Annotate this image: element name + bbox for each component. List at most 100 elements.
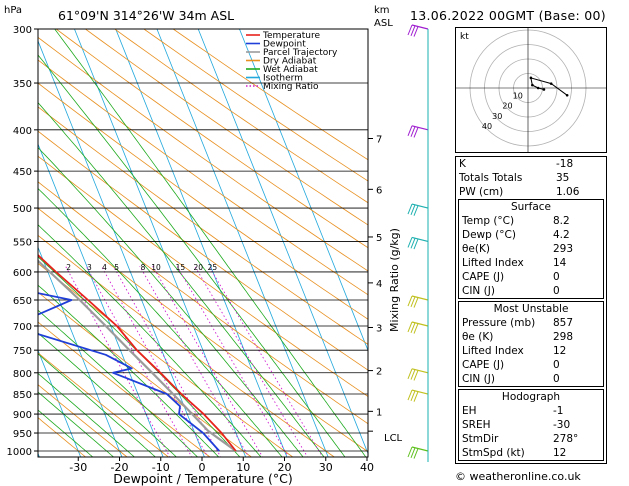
hpa-label: hPa [4,5,22,16]
table-row: Lifted Index 14 [459,256,603,270]
wind-barb [407,389,429,402]
wind-barb [407,24,429,37]
mixing-ratio-line [208,265,324,457]
mixing-ratio-label: 5 [114,263,119,272]
table-row: Lifted Index 12 [459,344,603,358]
km-tick-label: 7 [376,134,382,145]
km-tick-label: 5 [376,233,382,244]
wet-adiabat-line [38,187,283,457]
wind-barb-flag [410,369,416,380]
wind-barb [407,446,429,459]
wind-barb-flag [413,391,419,402]
profiles [38,253,237,452]
legend-label: Isotherm [263,74,303,84]
temperature-tick-label: 30 [319,461,333,474]
hodograph-table-title: Hodograph [501,391,561,403]
legend-label: Temperature [262,31,320,41]
legend-label: Wet Adiabat [263,65,318,75]
row-label: SREH [462,419,491,431]
row-label: CAPE (J) [462,271,505,283]
row-value: 293 [553,243,574,255]
dry-adiabat-line [38,82,368,320]
pressure-tick-label: 700 [13,322,32,333]
hodograph-point [565,93,569,97]
pressure-tick-label: 650 [13,296,32,307]
mixing-ratio-label: 3 [87,263,92,272]
dry-adiabat-line [38,417,87,457]
row-label: K [459,158,466,170]
table-row: Pressure (mb) 857 [459,316,603,330]
wind-barb [407,295,429,308]
pressure-tick-label: 400 [13,126,32,137]
hodograph-panel: kt 10 20 30 40 [455,27,607,153]
table-row: SREH -30 [459,418,603,432]
hodograph-ring-label: 10 [513,91,523,100]
mixing-ratio-label: 4 [102,263,107,272]
row-value: 0 [553,285,560,297]
wind-barb-flag [407,389,413,401]
table-row: CAPE (J) 0 [459,270,603,284]
row-value: 1.06 [556,186,580,198]
dry-adiabat-line [38,59,368,296]
hodograph-table-rows: EH -1 SREH -30 StmDir 278° StmSpd (kt) 12 [459,404,603,460]
surface-box: Surface Temp (°C) 8.2 Dewp (°C) 4.2 θe(K) 293… [458,199,604,299]
mixing-ratio-label: 20 [193,263,203,272]
wind-barb-flag [410,25,416,36]
hodograph-point [531,83,534,87]
wind-barb-staff [411,125,429,131]
isotherm-line [38,246,123,457]
dry-adiabat-line [38,321,211,457]
wind-barb-flag [413,448,419,459]
wind-barbs [407,24,429,459]
table-row: PW (cm) 1.06 [456,185,606,199]
wet-adiabat-line [38,146,304,457]
mixing-ratio-label: 2 [66,263,71,272]
pressure-tick-label: 550 [13,237,32,248]
row-value: -30 [553,419,571,431]
asl-label: ASL [374,18,393,29]
wind-barb-flag [410,447,416,458]
hodograph-ring-label: 20 [502,102,512,111]
hodograph-kt-label: kt [460,32,469,42]
dry-adiabat-line [38,36,368,272]
wet-adiabat-line [38,224,262,457]
mixing-ratio-line [176,265,290,457]
hodograph-ring-label: 30 [492,112,502,121]
surface-title: Surface [510,201,551,213]
wet-adiabat-line [38,353,156,457]
row-label: CAPE (J) [462,359,505,371]
row-value: 0 [553,359,560,371]
row-value: 12 [553,447,567,459]
wet-adiabat-line [38,309,199,457]
most-unstable-box: Most Unstable Pressure (mb) 857 θe (K) 298 L… [458,301,604,387]
wind-barb-flag [413,323,419,334]
mixing-ratio-line [194,265,309,457]
pressure-tick-label: 600 [13,268,32,279]
dry-adiabat-line [38,130,368,371]
pressure-tick-label: 950 [13,429,32,440]
isotherm-line [38,349,82,457]
dry-adiabat-line [38,155,368,397]
isotherm-line [38,39,205,457]
indices-panel: K -18 Totals Totals 35 PW (cm) 1.06 Surface T… [455,156,607,464]
mixing-ratio-axis-label: Mixing Ratio (g/kg) [388,228,401,332]
legend-label: Dry Adiabat [263,57,317,67]
temperature-tick-label: 10 [236,461,250,474]
km-tick-label: 6 [376,185,382,196]
wind-barb [407,236,429,250]
row-value: 12 [553,345,567,357]
hodograph-trace [530,77,568,96]
hodograph-ring-label: 40 [482,122,492,131]
row-label: θe (K) [462,331,494,343]
hodograph-point [536,86,540,90]
wind-barb-flag [413,127,419,138]
isotherm-line [74,29,247,457]
pressure-tick-label: 1000 [7,447,32,458]
dry-adiabat-line [38,106,368,345]
dry-adiabat-line [55,29,368,249]
temperature-axis: -30 -20 -10 0 10 20 30 40 [69,457,374,474]
legend-label: Dewpoint [263,40,306,50]
wind-barb [407,368,429,381]
wet-adiabat-line [38,372,135,457]
